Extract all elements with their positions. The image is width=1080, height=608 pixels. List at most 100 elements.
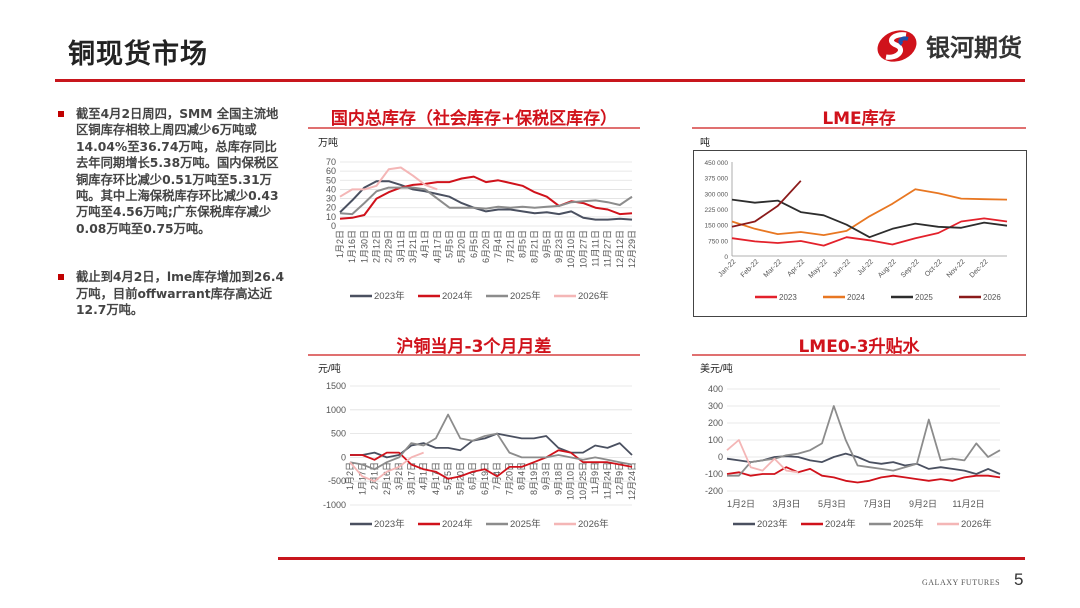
x-tick-label: 7月3日 xyxy=(863,499,891,509)
x-tick-label: 7月4日 xyxy=(493,230,503,258)
y-tick-label: 150 000 xyxy=(705,223,729,230)
legend-label: 2023年 xyxy=(757,518,788,530)
x-tick-label: Dec-22 xyxy=(969,258,990,279)
series-line-2024年 xyxy=(726,466,1001,484)
x-tick-label: 1月30日 xyxy=(359,230,369,263)
company-logo: 银河期货 xyxy=(876,28,1022,63)
chart-title-shfe-spread: 沪铜当月-3个月月差 xyxy=(396,337,552,357)
x-tick-label: May-22 xyxy=(808,258,830,280)
x-tick-label: 12月12日 xyxy=(615,230,625,268)
x-tick-label: 10月10日 xyxy=(566,462,576,500)
chart-title-underline xyxy=(692,354,1026,356)
y-tick-label: -200 xyxy=(705,486,723,496)
series-line-2024 xyxy=(731,188,1008,236)
series-line-2025 xyxy=(731,198,1008,239)
y-tick-label: 225 000 xyxy=(705,207,729,214)
y-tick-label: 375 000 xyxy=(705,176,729,183)
x-tick-label: 1月17日 xyxy=(357,462,367,495)
y-tick-label: 400 xyxy=(708,384,723,394)
x-tick-label: 4月17日 xyxy=(431,462,441,495)
x-tick-label: Mar-22 xyxy=(763,258,784,279)
x-tick-label: 1月2日 xyxy=(335,230,345,258)
x-tick-label: 5月3日 xyxy=(818,499,846,509)
y-tick-label: 60 xyxy=(326,166,336,176)
y-tick-label: 100 xyxy=(708,435,723,445)
note-text: 截止到4月2日，lme库存增加到26.4万吨，目前offwarrant库存高达近… xyxy=(76,270,285,318)
legend-label: 2026年 xyxy=(578,290,609,302)
y-tick-label: -500 xyxy=(328,476,346,486)
x-tick-label: 1月16日 xyxy=(347,230,357,263)
legend-label: 2023年 xyxy=(374,518,405,530)
chart-title-underline xyxy=(692,127,1026,129)
header-divider xyxy=(55,79,1025,82)
x-tick-label: 3月21日 xyxy=(408,230,418,263)
x-tick-label: 9月5日 xyxy=(542,230,552,258)
galaxy-logo-icon xyxy=(877,29,917,62)
series-line-2025年 xyxy=(339,186,633,216)
x-tick-label: 11月11日 xyxy=(591,230,601,267)
note-item: 截止到4月2日，lme库存增加到26.4万吨，目前offwarrant库存高达近… xyxy=(58,269,286,318)
x-tick-label: 9月2日 xyxy=(909,499,937,509)
y-tick-label: 500 xyxy=(331,429,346,439)
legend-label: 2024年 xyxy=(442,290,473,302)
x-tick-label: 8月5日 xyxy=(518,230,528,258)
x-tick-label: 8月4日 xyxy=(517,462,527,490)
x-tick-label: 11月2日 xyxy=(952,499,984,509)
series-line-2024年 xyxy=(350,449,633,480)
y-tick-label: 1500 xyxy=(326,381,346,391)
chart-lme-inventory: 0 750 00 150 000 225 000 300 000 375 000 450 0… xyxy=(705,160,1008,302)
footer-divider xyxy=(278,557,1025,560)
x-tick-label: Nov-22 xyxy=(946,258,967,279)
x-tick-label: Jan-22 xyxy=(717,258,737,278)
x-tick-label: 4月1日 xyxy=(420,230,430,258)
y-tick-label: 0 xyxy=(331,221,336,231)
x-tick-label: Jun-22 xyxy=(832,258,852,278)
x-tick-label: 3月11日 xyxy=(396,230,406,262)
x-tick-label: 6月5日 xyxy=(469,230,479,258)
x-tick-label: 11月9日 xyxy=(590,462,600,494)
y-unit-label: 万吨 xyxy=(318,138,338,149)
x-tick-label: 2月16日 xyxy=(382,462,392,495)
x-tick-label: 2月1日 xyxy=(370,462,380,490)
x-tick-label: 12月24日 xyxy=(627,462,637,500)
x-tick-label: 9月3日 xyxy=(541,462,551,490)
x-tick-label: 12月29日 xyxy=(627,230,637,268)
x-tick-label: 4月1日 xyxy=(419,462,429,490)
chart-title-lme-spread: LME0-3升贴水 xyxy=(798,337,920,357)
y-tick-label: 70 xyxy=(326,157,336,167)
y-tick-label: 750 00 xyxy=(708,238,728,245)
legend-label: 2025年 xyxy=(510,290,541,302)
x-tick-label: Apr-22 xyxy=(786,258,806,278)
legend-label: 2026年 xyxy=(578,518,609,530)
series-line-2023年 xyxy=(726,452,1001,475)
note-text: 截至4月2日周四，SMM 全国主流地区铜库存相较上周四减少6万吨或14.04%至… xyxy=(76,107,279,236)
y-tick-label: 300 000 xyxy=(705,191,729,198)
y-tick-label: 50 xyxy=(326,175,336,185)
legend-label: 2026年 xyxy=(961,518,992,530)
y-tick-label: 200 xyxy=(708,418,723,428)
x-tick-label: 7月21日 xyxy=(505,230,515,263)
series-line-2023年 xyxy=(350,432,633,459)
y-tick-label: 0 xyxy=(341,452,346,462)
x-tick-label: 2月29日 xyxy=(384,230,394,263)
x-tick-label: 3月3日 xyxy=(772,499,800,509)
x-tick-label: 10月25日 xyxy=(578,462,588,500)
x-tick-label: 2月12日 xyxy=(372,230,382,263)
y-unit-label: 元/吨 xyxy=(318,364,341,375)
x-tick-label: 5月5日 xyxy=(443,462,453,490)
legend-label: 2025年 xyxy=(510,518,541,530)
page-title: 铜现货市场 xyxy=(68,39,208,70)
x-tick-label: 9月23日 xyxy=(554,230,564,263)
x-tick-label: Aug-22 xyxy=(877,258,898,279)
y-tick-label: 10 xyxy=(326,212,336,222)
chart-title-lme-inventory: LME库存 xyxy=(822,109,896,129)
y-tick-label: 30 xyxy=(326,194,336,204)
x-tick-label: 8月19日 xyxy=(529,462,539,495)
legend-label: 2024年 xyxy=(825,518,856,530)
legend-label: 2026 xyxy=(983,293,1001,302)
y-unit-label: 吨 xyxy=(700,138,710,149)
bullet-icon xyxy=(58,274,64,281)
x-tick-label: 1月2日 xyxy=(345,462,355,490)
x-tick-label: 11月24日 xyxy=(602,462,612,499)
chart-border xyxy=(693,150,1027,317)
